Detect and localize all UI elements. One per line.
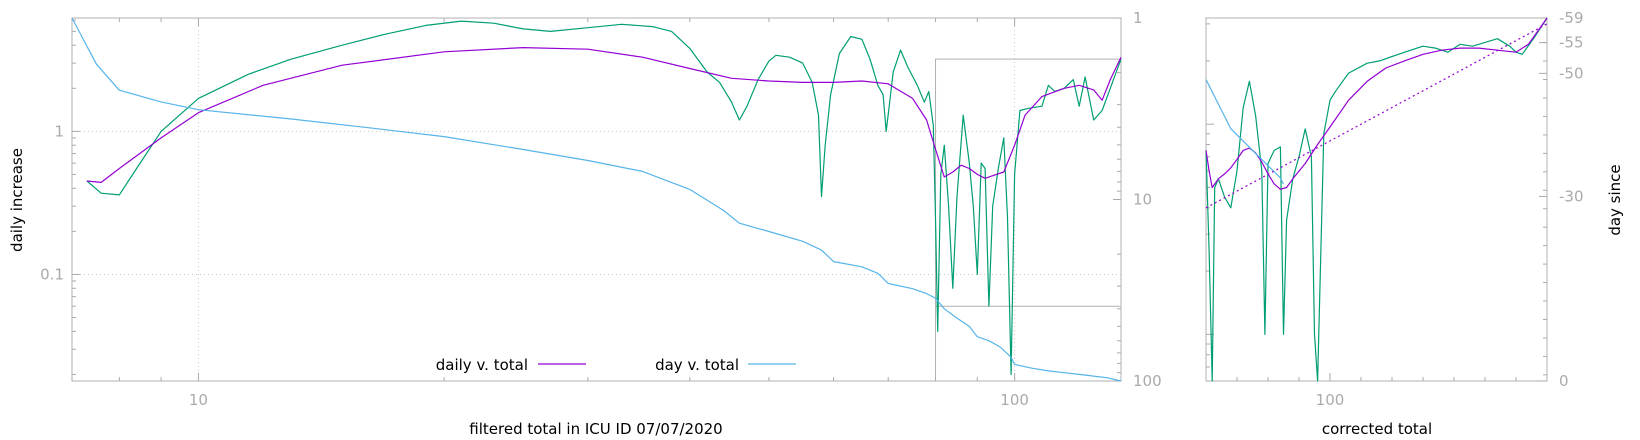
inset-panel: 100 -59 -55 -50 -30 0 corrected total day sin…	[1205, 9, 1624, 438]
legend-label-daily: daily v. total	[436, 356, 528, 374]
main-x-axis-label: filtered total in ICU ID 07/07/2020	[469, 420, 722, 438]
legend: daily v. total day v. total	[436, 356, 796, 374]
main-x-tick-label: 100	[1000, 391, 1029, 409]
main-y-tick-label: 1	[54, 122, 64, 140]
inset-series	[1205, 17, 1548, 382]
main-y2-tick-label: 10	[1133, 191, 1152, 209]
inset-series-day	[1205, 79, 1285, 185]
main-series-raw	[86, 20, 1122, 376]
main-plot-frame	[71, 17, 1122, 382]
inset-series-raw	[1205, 17, 1548, 382]
inset-y2-tick-label: -59	[1559, 9, 1584, 27]
main-series-daily	[86, 46, 1122, 183]
main-series-day	[71, 17, 1122, 382]
main-y-axis-label: daily increase	[8, 148, 26, 252]
inset-series-trend	[1205, 23, 1548, 209]
main-grid	[72, 18, 1121, 381]
main-y2-tick-label: 1	[1133, 9, 1143, 27]
inset-plot-frame	[1205, 17, 1548, 382]
inset-y2-tick-label: -55	[1559, 34, 1584, 52]
inset-y2-axis-label: day since	[1606, 164, 1624, 235]
main-panel: 10 100 0.1 1 1 10 100 filtered total in ICU ID…	[8, 9, 1162, 438]
inset-box	[935, 58, 1122, 382]
main-ticks: 10 100 0.1 1 1 10 100	[40, 9, 1162, 409]
inset-y2-tick-label: 0	[1559, 372, 1569, 390]
legend-label-day: day v. total	[655, 356, 739, 374]
inset-y2-tick-label: -50	[1559, 64, 1584, 82]
inset-x-tick-label: 100	[1316, 391, 1345, 409]
inset-series-daily	[1205, 17, 1548, 190]
inset-y2-tick-label: -30	[1559, 187, 1584, 205]
main-y-tick-label: 0.1	[40, 265, 64, 283]
main-y2-tick-label: 100	[1133, 372, 1162, 390]
main-series	[71, 17, 1122, 382]
inset-x-axis-label: corrected total	[1322, 420, 1432, 438]
main-x-tick-label: 10	[189, 391, 208, 409]
